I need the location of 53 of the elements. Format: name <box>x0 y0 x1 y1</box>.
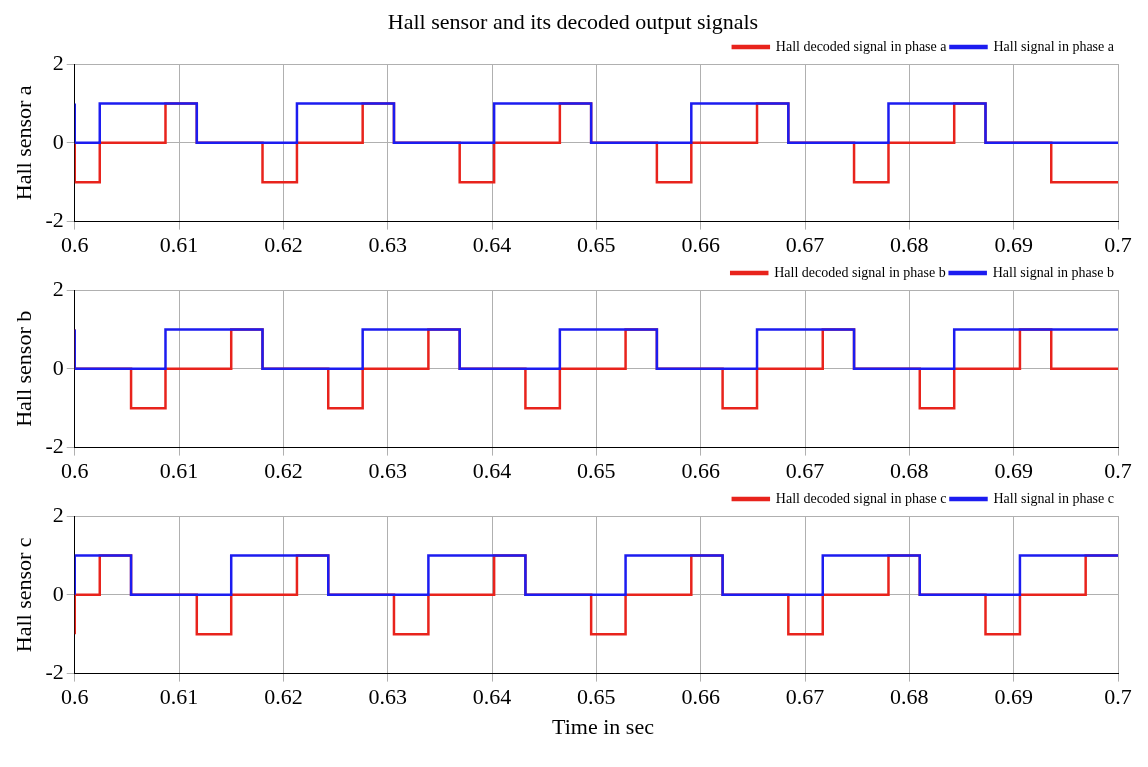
x-tick-label: 0.69 <box>994 457 1033 483</box>
y-tick-label: -2 <box>45 659 64 685</box>
x-tick-label: 0.62 <box>264 683 303 709</box>
y-axis-title: Hall sensor b <box>10 310 36 427</box>
x-tick-label: 0.68 <box>890 457 929 483</box>
x-tick-label: 0.67 <box>785 457 825 483</box>
x-tick-label: 0.63 <box>368 683 407 709</box>
y-tick-label: -2 <box>45 207 64 233</box>
x-tick-label: 0.6 <box>60 231 89 257</box>
x-tick-label: 0.61 <box>159 457 199 483</box>
x-tick-label: 0.66 <box>681 683 720 709</box>
y-tick-label: 2 <box>52 501 64 527</box>
y-axis-title: Hall sensor a <box>10 85 36 201</box>
x-tick-label: 0.62 <box>264 231 303 257</box>
x-tick-label: 0.68 <box>890 231 929 257</box>
x-tick-label: 0.7 <box>1104 457 1132 483</box>
y-tick-label: 2 <box>52 275 64 301</box>
x-tick-label: 0.69 <box>994 683 1033 709</box>
x-tick-label: 0.6 <box>60 457 89 483</box>
x-axis-title: Time in sec <box>551 714 655 740</box>
x-tick-label: 0.66 <box>681 457 720 483</box>
y-tick-label: 0 <box>52 354 64 380</box>
x-tick-label: 0.65 <box>577 231 616 257</box>
x-tick-label: 0.61 <box>159 231 199 257</box>
y-tick-label: 0 <box>52 580 64 606</box>
legend-label: Hall decoded signal in phase b <box>774 264 946 280</box>
y-tick-label: 0 <box>52 128 64 154</box>
x-tick-label: 0.62 <box>264 457 303 483</box>
x-tick-label: 0.67 <box>785 683 825 709</box>
x-tick-label: 0.65 <box>577 457 616 483</box>
x-tick-label: 0.7 <box>1104 683 1132 709</box>
x-tick-label: 0.7 <box>1104 231 1132 257</box>
x-tick-label: 0.66 <box>681 231 720 257</box>
legend-label: Hall signal in phase c <box>993 490 1115 506</box>
legend-label: Hall signal in phase b <box>992 264 1114 280</box>
x-tick-label: 0.63 <box>368 457 407 483</box>
x-tick-label: 0.6 <box>60 683 89 709</box>
y-axis-title: Hall sensor c <box>10 537 36 653</box>
x-tick-label: 0.64 <box>472 231 512 257</box>
legend-label: Hall signal in phase a <box>993 38 1115 54</box>
y-tick-label: -2 <box>45 433 64 459</box>
x-tick-label: 0.67 <box>785 231 825 257</box>
legend-label: Hall decoded signal in phase a <box>775 38 948 54</box>
y-tick-label: 2 <box>52 49 64 75</box>
x-tick-label: 0.64 <box>472 457 512 483</box>
x-tick-label: 0.69 <box>994 231 1033 257</box>
x-tick-label: 0.68 <box>890 683 929 709</box>
chart-title: Hall sensor and its decoded output signals <box>386 8 760 36</box>
x-tick-label: 0.64 <box>472 683 512 709</box>
x-tick-label: 0.63 <box>368 231 407 257</box>
x-tick-label: 0.61 <box>159 683 199 709</box>
legend-label: Hall decoded signal in phase c <box>775 490 947 506</box>
x-tick-label: 0.65 <box>577 683 616 709</box>
